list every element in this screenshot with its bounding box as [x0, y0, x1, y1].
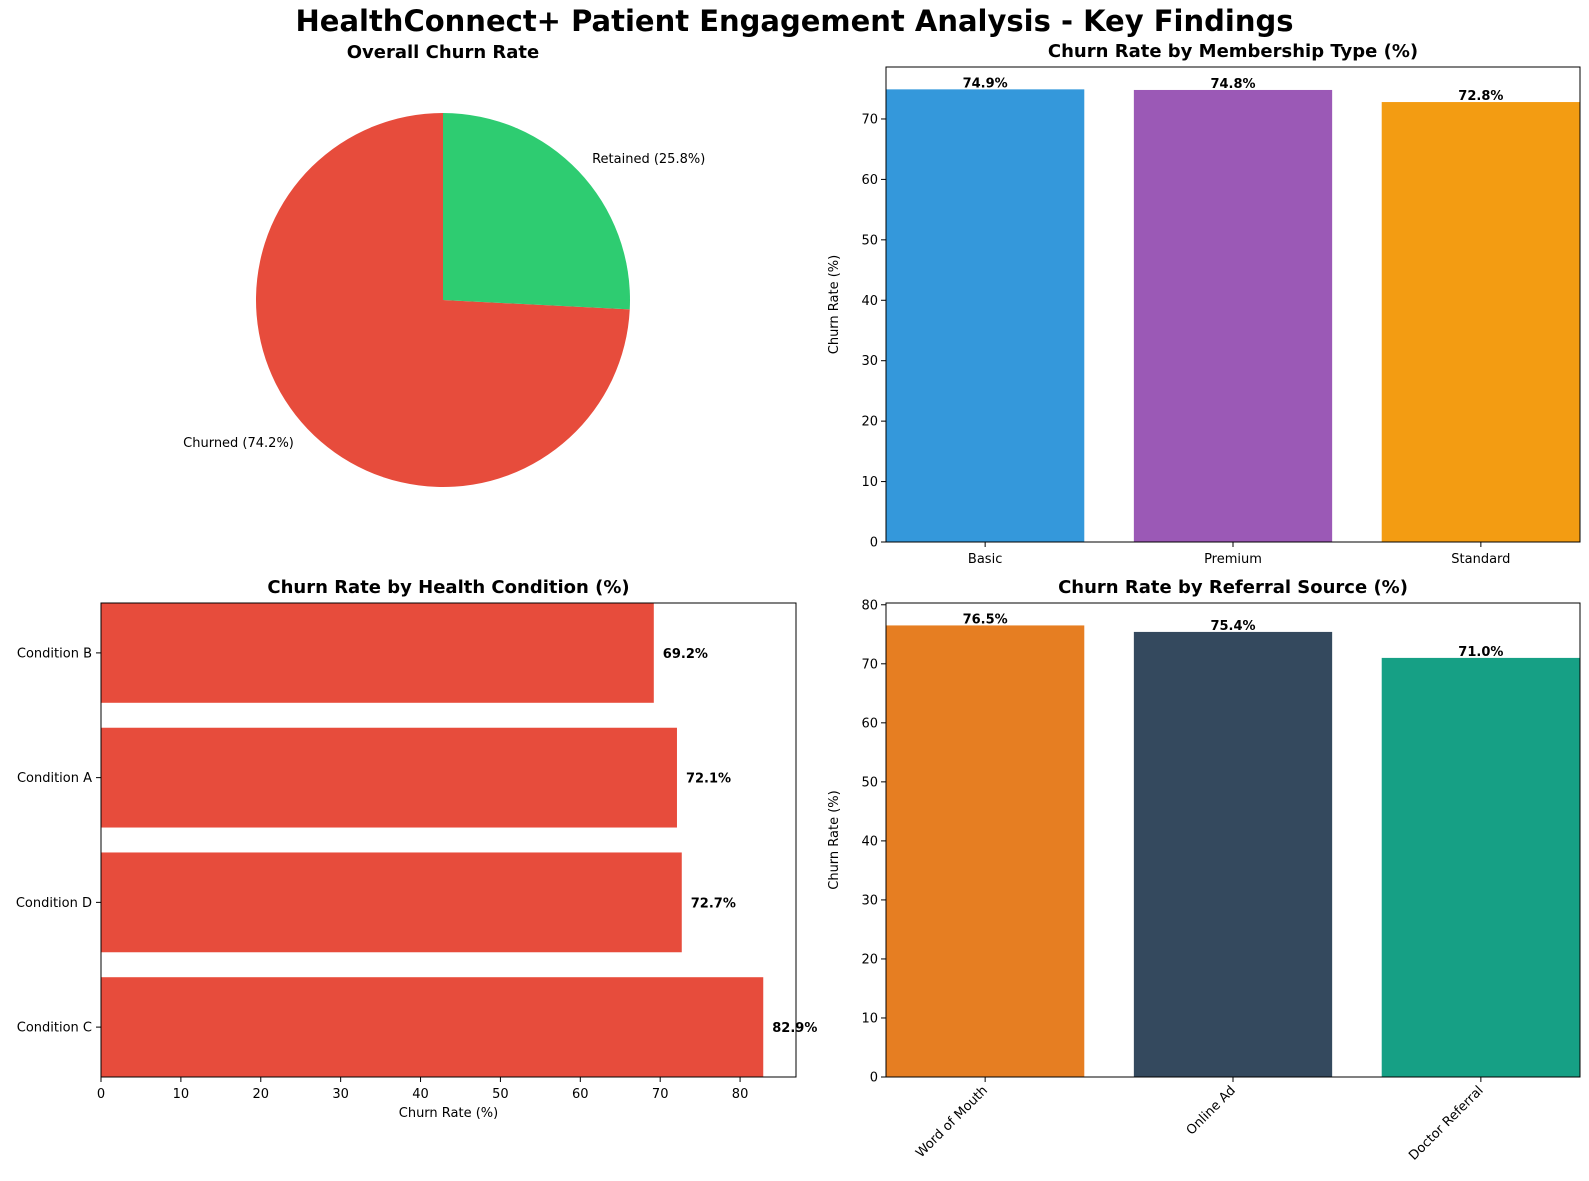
- condition-xtick-label-30: 30: [332, 1087, 349, 1102]
- referral-ylabel: Churn Rate (%): [827, 790, 842, 889]
- condition-xtick-label-10: 10: [173, 1087, 190, 1102]
- referral-ytick-label-80: 80: [861, 598, 878, 613]
- condition-bar-condition-a: [101, 727, 677, 828]
- membership-ytick-label-60: 60: [861, 173, 878, 188]
- membership-bar-standard: [1381, 102, 1580, 543]
- condition-ytick-label-condition-b: Condition B: [17, 646, 92, 661]
- membership-ytick-label-0: 0: [870, 536, 878, 551]
- membership-axes-frame: [885, 66, 1581, 543]
- referral-data-label-online-ad: 75.4%: [1210, 619, 1255, 634]
- referral-xtick-label-doctor-referral: Doctor Referral: [1406, 1083, 1486, 1163]
- membership-bar-basic: [886, 89, 1085, 543]
- pie-title: Overall Churn Rate: [347, 42, 540, 63]
- membership-data-label-standard: 72.8%: [1458, 89, 1503, 104]
- referral-ytick-label-0: 0: [870, 1071, 878, 1086]
- membership-data-label-basic: 74.9%: [963, 76, 1008, 91]
- referral-ytick-label-70: 70: [861, 657, 878, 672]
- membership-xtick-label-premium: Premium: [1204, 552, 1262, 567]
- referral-xtick-label-online-ad: Online Ad: [1184, 1083, 1239, 1138]
- membership-data-label-premium: 74.8%: [1210, 77, 1255, 92]
- condition-data-label-condition-a: 72.1%: [686, 772, 731, 787]
- condition-bar-condition-c: [101, 977, 764, 1077]
- pie-slice-retained: [443, 113, 630, 310]
- referral-title: Churn Rate by Referral Source (%): [1058, 577, 1408, 598]
- condition-xtick-label-70: 70: [652, 1087, 669, 1102]
- referral-bar-doctor-referral: [1381, 657, 1580, 1077]
- condition-bar-condition-d: [101, 852, 682, 953]
- pie-label-churned: Churned (74.2%): [183, 436, 294, 451]
- referral-ytick-label-20: 20: [861, 952, 878, 967]
- membership-xtick-label-basic: Basic: [968, 552, 1002, 567]
- condition-xtick-label-20: 20: [252, 1087, 269, 1102]
- membership-ytick-label-70: 70: [861, 112, 878, 127]
- referral-ytick-label-30: 30: [861, 893, 878, 908]
- membership-bar-premium: [1133, 89, 1333, 543]
- condition-xtick-label-80: 80: [732, 1087, 749, 1102]
- condition-xtick-label-50: 50: [492, 1087, 509, 1102]
- condition-ytick-label-condition-a: Condition A: [17, 771, 92, 786]
- condition-xlabel: Churn Rate (%): [399, 1106, 498, 1121]
- condition-data-label-condition-c: 82.9%: [772, 1021, 817, 1036]
- pie-label-retained: Retained (25.8%): [592, 152, 705, 167]
- referral-data-label-doctor-referral: 71.0%: [1458, 645, 1503, 660]
- referral-bar-word-of-mouth: [886, 625, 1085, 1077]
- referral-xtick-label-word-of-mouth: Word of Mouth: [913, 1083, 991, 1161]
- referral-bar-online-ad: [1133, 631, 1333, 1077]
- condition-ytick-label-condition-d: Condition D: [16, 896, 92, 911]
- condition-data-label-condition-d: 72.7%: [691, 896, 736, 911]
- condition-ytick-label-condition-c: Condition C: [17, 1021, 92, 1036]
- condition-xtick-label-60: 60: [572, 1087, 589, 1102]
- membership-ytick-label-10: 10: [861, 475, 878, 490]
- referral-ytick-label-40: 40: [861, 834, 878, 849]
- membership-ytick-label-50: 50: [861, 233, 878, 248]
- membership-ytick-label-20: 20: [861, 415, 878, 430]
- condition-title: Churn Rate by Health Condition (%): [267, 577, 629, 598]
- condition-bar-condition-b: [101, 603, 654, 703]
- referral-data-label-word-of-mouth: 76.5%: [963, 612, 1008, 627]
- membership-title: Churn Rate by Membership Type (%): [1048, 41, 1418, 62]
- condition-xtick-label-40: 40: [412, 1087, 429, 1102]
- condition-data-label-condition-b: 69.2%: [663, 647, 708, 662]
- figure-title: HealthConnect+ Patient Engagement Analys…: [295, 4, 1294, 38]
- referral-ytick-label-60: 60: [861, 716, 878, 731]
- condition-xtick-label-0: 0: [97, 1087, 105, 1102]
- membership-ylabel: Churn Rate (%): [827, 255, 842, 354]
- membership-ytick-label-30: 30: [861, 354, 878, 369]
- condition-axes-frame: [100, 602, 797, 1078]
- referral-ytick-label-50: 50: [861, 775, 878, 790]
- referral-axes-frame: [885, 602, 1581, 1078]
- membership-xtick-label-standard: Standard: [1451, 552, 1510, 567]
- referral-ytick-label-10: 10: [861, 1011, 878, 1026]
- membership-ytick-label-40: 40: [861, 294, 878, 309]
- pie-slice-churned: [255, 113, 630, 487]
